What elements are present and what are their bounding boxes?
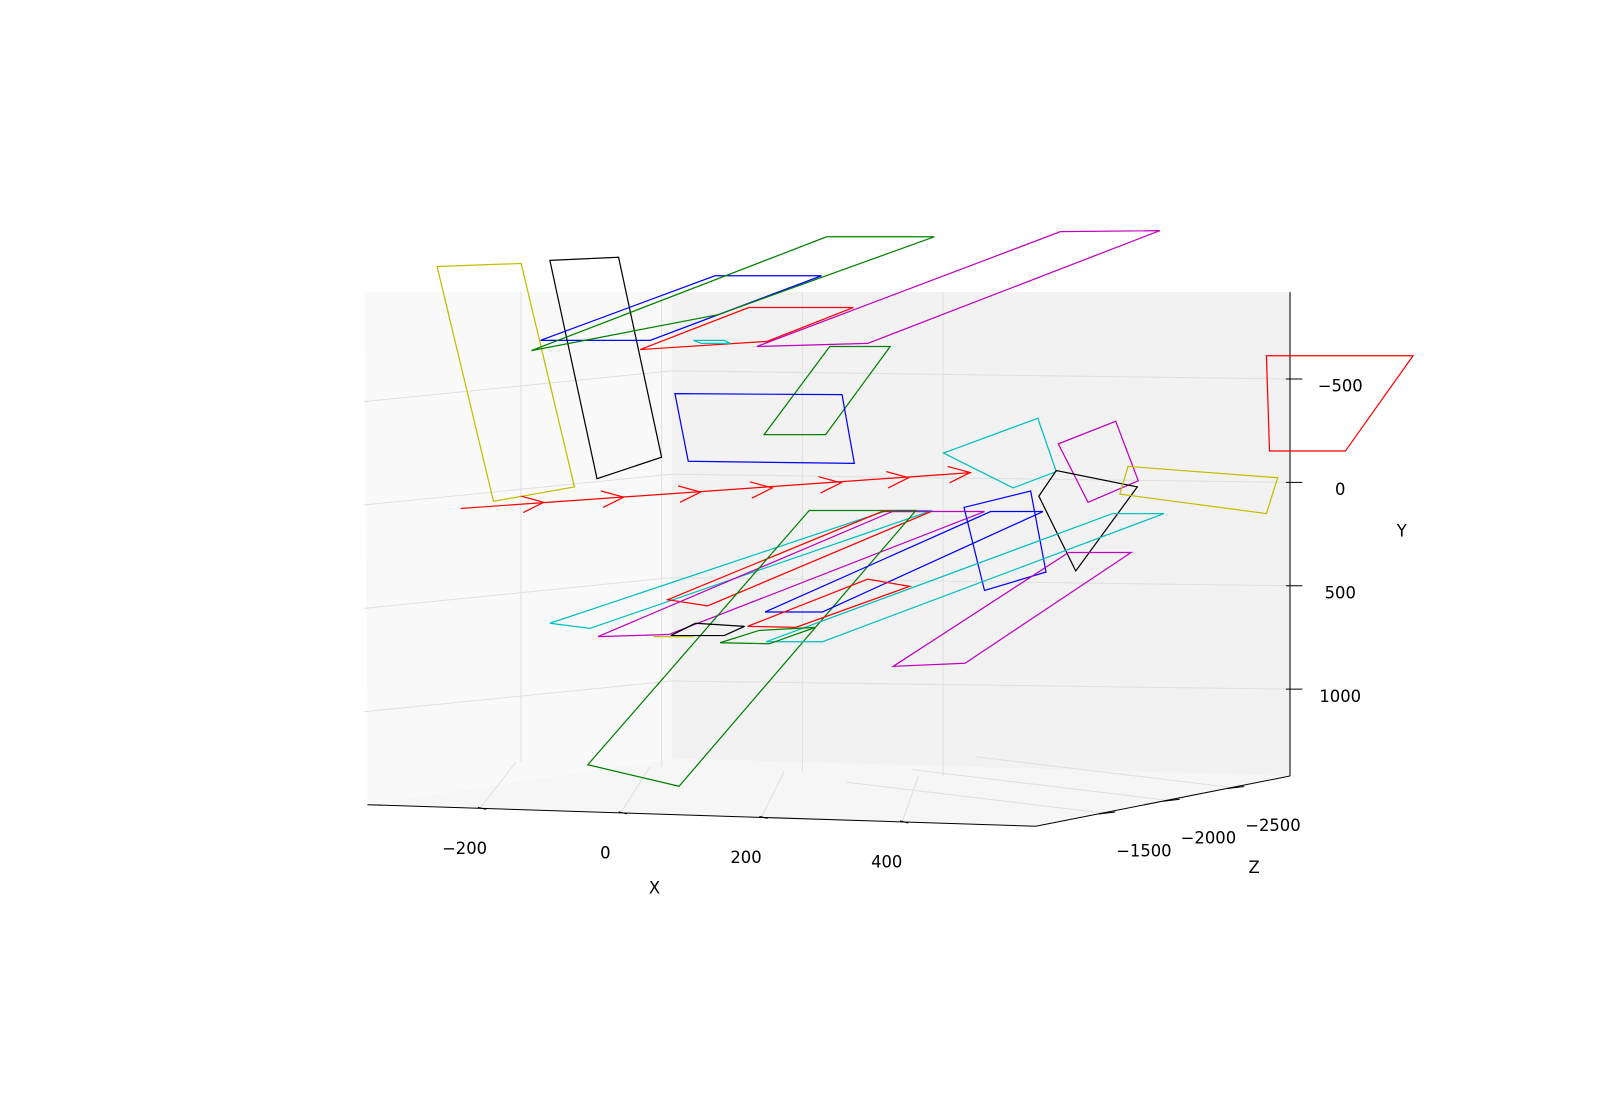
z-axis (1035, 775, 1291, 827)
grid-line (975, 756, 1232, 788)
floor-pane (367, 758, 1291, 827)
y-axis-label: Y (1396, 522, 1408, 541)
quad (693, 339, 731, 345)
y-tick-label: 0 (1335, 480, 1345, 499)
x-tick (759, 815, 768, 819)
grid-line (620, 766, 651, 814)
x-tick (899, 820, 909, 824)
quad (1057, 420, 1140, 504)
quad (586, 509, 918, 787)
quad (670, 622, 745, 637)
y-tick-label: 500 (1325, 583, 1356, 602)
quad (1038, 469, 1139, 573)
x-tick-label: 400 (871, 852, 902, 871)
z-tick-label: −2000 (1181, 829, 1236, 848)
z-axis-label: Z (1249, 858, 1260, 877)
x-tick (618, 811, 627, 815)
quad (436, 262, 576, 502)
quad (597, 510, 985, 638)
arrow-path (460, 465, 972, 514)
shapes (436, 230, 1415, 787)
z-tick-label: −1500 (1116, 841, 1171, 860)
grid-line (364, 680, 672, 713)
grid-line (760, 771, 785, 818)
quad (764, 510, 1044, 613)
x-axis-label: X (649, 878, 660, 897)
quad (639, 306, 854, 351)
grid-line (364, 473, 672, 506)
quad (531, 236, 935, 352)
x-tick-label: 200 (730, 848, 761, 867)
x-tick (477, 806, 487, 810)
quad (756, 230, 1161, 348)
quad (963, 490, 1047, 592)
x-axis (367, 804, 1036, 827)
z-tick (1098, 811, 1116, 815)
x-tick-label: −200 (442, 839, 487, 858)
quad (549, 509, 933, 630)
quad (891, 551, 1134, 668)
grid-line (671, 370, 1291, 380)
grid-line (846, 781, 1103, 814)
quad (762, 345, 892, 436)
grid-line (911, 768, 1168, 801)
grid-line (671, 680, 1291, 690)
grid-line (364, 577, 672, 609)
left-pane (364, 292, 672, 805)
grid-line (364, 370, 672, 403)
quad (1119, 465, 1279, 515)
quad (674, 393, 856, 464)
z-tick (1163, 798, 1180, 802)
x-tick-label: 0 (600, 843, 610, 862)
quad (1265, 355, 1415, 452)
quad (540, 275, 822, 341)
quad (747, 578, 913, 628)
z-tick-label: −2500 (1245, 816, 1300, 835)
grid (364, 292, 1291, 823)
back-pane (671, 292, 1291, 777)
grid-line (479, 761, 517, 809)
y-tick-label: 1000 (1319, 687, 1361, 706)
quad (719, 626, 816, 645)
grid-line (901, 775, 919, 823)
y-tick-label: −500 (1318, 377, 1363, 396)
quad (765, 512, 1165, 643)
grid-line (671, 473, 1291, 483)
z-tick (1227, 785, 1245, 790)
quad (549, 256, 663, 480)
